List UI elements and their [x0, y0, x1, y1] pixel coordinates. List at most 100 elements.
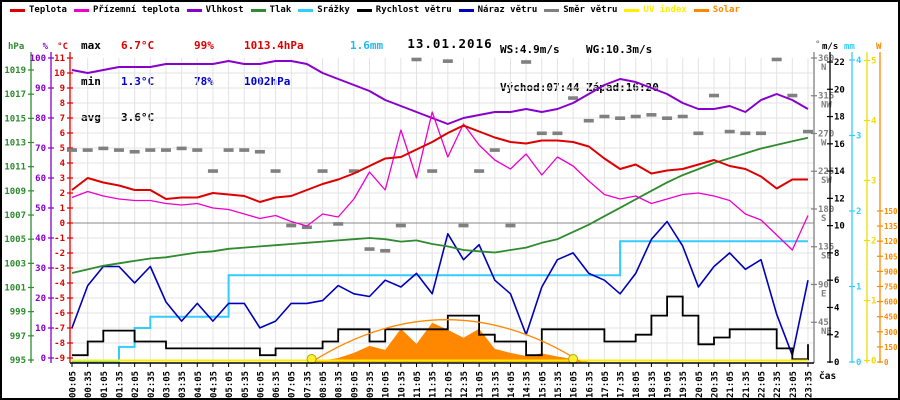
svg-text:1: 1	[856, 283, 861, 293]
svg-text:-6: -6	[54, 309, 65, 319]
svg-text:90: 90	[35, 84, 46, 94]
svg-text:45: 45	[818, 318, 829, 328]
svg-text:0: 0	[871, 357, 876, 367]
stat-max-label: max	[81, 39, 101, 52]
svg-text:NE: NE	[821, 327, 832, 337]
svg-text:6: 6	[834, 276, 839, 286]
chart-title: 13.01.2016	[407, 36, 493, 51]
svg-text:12:05: 12:05	[444, 371, 454, 398]
svg-text:1019: 1019	[4, 66, 26, 76]
svg-text:0: 0	[884, 358, 889, 367]
legend-label: Tlak	[269, 5, 292, 15]
svg-text:°C: °C	[57, 42, 68, 52]
legend-swatch	[356, 8, 372, 12]
svg-text:04:35: 04:35	[209, 371, 219, 398]
series-wind	[71, 220, 809, 357]
svg-text:-2: -2	[54, 249, 65, 259]
svg-text:40: 40	[35, 234, 46, 244]
svg-text:22:05: 22:05	[758, 371, 768, 398]
svg-text:02:35: 02:35	[147, 371, 157, 398]
svg-text:4: 4	[60, 159, 66, 169]
svg-text:08:35: 08:35	[335, 371, 345, 398]
svg-text:04:05: 04:05	[194, 371, 204, 398]
svg-text:E: E	[821, 289, 826, 299]
svg-text:%: %	[43, 42, 49, 52]
svg-text:10: 10	[54, 69, 65, 79]
svg-text:750: 750	[884, 282, 898, 291]
svg-text:1007: 1007	[4, 211, 26, 221]
svg-text:1013: 1013	[4, 139, 26, 149]
svg-text:19:35: 19:35	[679, 371, 689, 398]
svg-text:01:05: 01:05	[100, 371, 110, 398]
stats-row-max: max 6.7°C 99% 1013.4hPa 1.6mm	[81, 40, 383, 52]
legend-item-8: UV index	[624, 5, 687, 15]
legend-label: Přízemní teplota	[92, 5, 180, 15]
svg-text:1003: 1003	[4, 259, 26, 269]
svg-text:13:05: 13:05	[476, 371, 486, 398]
legend-label: Srážky	[317, 5, 350, 15]
svg-text:50: 50	[35, 204, 46, 214]
svg-text:°: °	[815, 40, 820, 50]
svg-text:135: 135	[818, 243, 834, 253]
legend-item-9: Solar	[693, 5, 740, 15]
svg-text:0: 0	[41, 354, 46, 364]
svg-text:05:35: 05:35	[241, 371, 251, 398]
svg-text:1: 1	[60, 204, 65, 214]
svg-text:20:35: 20:35	[711, 371, 721, 398]
svg-text:-9: -9	[54, 354, 65, 364]
svg-text:W: W	[821, 138, 827, 148]
svg-text:150: 150	[884, 343, 898, 352]
svg-text:1500: 1500	[884, 207, 900, 216]
wind-summary-row: WS:4.9m/s WG:10.3m/s	[500, 43, 659, 57]
svg-text:4: 4	[834, 303, 840, 313]
legend-item-3: Tlak	[250, 5, 292, 15]
svg-text:02:05: 02:05	[131, 371, 141, 398]
svg-text:05:05: 05:05	[225, 371, 235, 398]
svg-text:NW: NW	[821, 101, 832, 111]
svg-text:315: 315	[818, 92, 834, 102]
svg-text:30: 30	[35, 264, 46, 274]
svg-text:360: 360	[818, 54, 834, 64]
wind-gust-max: WG:10.3m/s	[586, 43, 653, 56]
axis-rain: 0 1 2 3 4	[849, 52, 862, 368]
svg-text:10:05: 10:05	[382, 371, 392, 398]
svg-text:6: 6	[60, 129, 65, 139]
series-humidity	[71, 60, 809, 125]
svg-text:čas: čas	[819, 371, 836, 382]
svg-text:995: 995	[10, 356, 26, 366]
legend-swatch	[250, 8, 266, 12]
svg-text:22: 22	[834, 58, 845, 68]
legend-item-6: Náraz větru	[458, 5, 537, 15]
stat-max-temperature: 6.7°C	[121, 39, 155, 52]
solar-max-arc	[311, 319, 582, 363]
legend-item-0: Teplota	[10, 5, 67, 15]
svg-text:-4: -4	[54, 279, 65, 289]
legend-label: Teplota	[29, 5, 67, 15]
svg-text:17:35: 17:35	[617, 371, 627, 398]
svg-text:90: 90	[818, 280, 829, 290]
stat-max-rain: 1.6mm	[350, 39, 384, 52]
svg-text:11:35: 11:35	[429, 371, 439, 398]
svg-text:1005: 1005	[4, 235, 26, 245]
svg-text:-5: -5	[54, 294, 65, 304]
svg-text:01:35: 01:35	[116, 371, 126, 398]
stat-max-humidity: 99%	[194, 39, 214, 52]
axis-wind: 0 2 4 6 8 10 12 14 16 18 20 22	[827, 52, 845, 368]
svg-text:20: 20	[35, 294, 46, 304]
svg-text:15:05: 15:05	[538, 371, 548, 398]
wind-speed-max: WS:4.9m/s	[500, 43, 560, 56]
stat-max-pressure: 1013.4hPa	[244, 39, 304, 52]
series-wind-direction-marks	[67, 57, 813, 253]
axis-uv: 0 1 2 3 4 5	[864, 52, 877, 367]
svg-text:0: 0	[60, 219, 65, 229]
series-temperature	[71, 111, 809, 251]
legend-swatch	[693, 8, 709, 12]
legend-swatch	[624, 8, 640, 12]
svg-text:20:05: 20:05	[695, 371, 705, 398]
axis-solar: 0 150 300 450 600 750 900 1050 1200 1350 1500	[877, 52, 900, 367]
svg-text:09:05: 09:05	[350, 371, 360, 398]
svg-text:18:35: 18:35	[648, 371, 658, 398]
svg-text:10:35: 10:35	[397, 371, 407, 398]
legend-item-7: Směr větru	[544, 5, 617, 15]
